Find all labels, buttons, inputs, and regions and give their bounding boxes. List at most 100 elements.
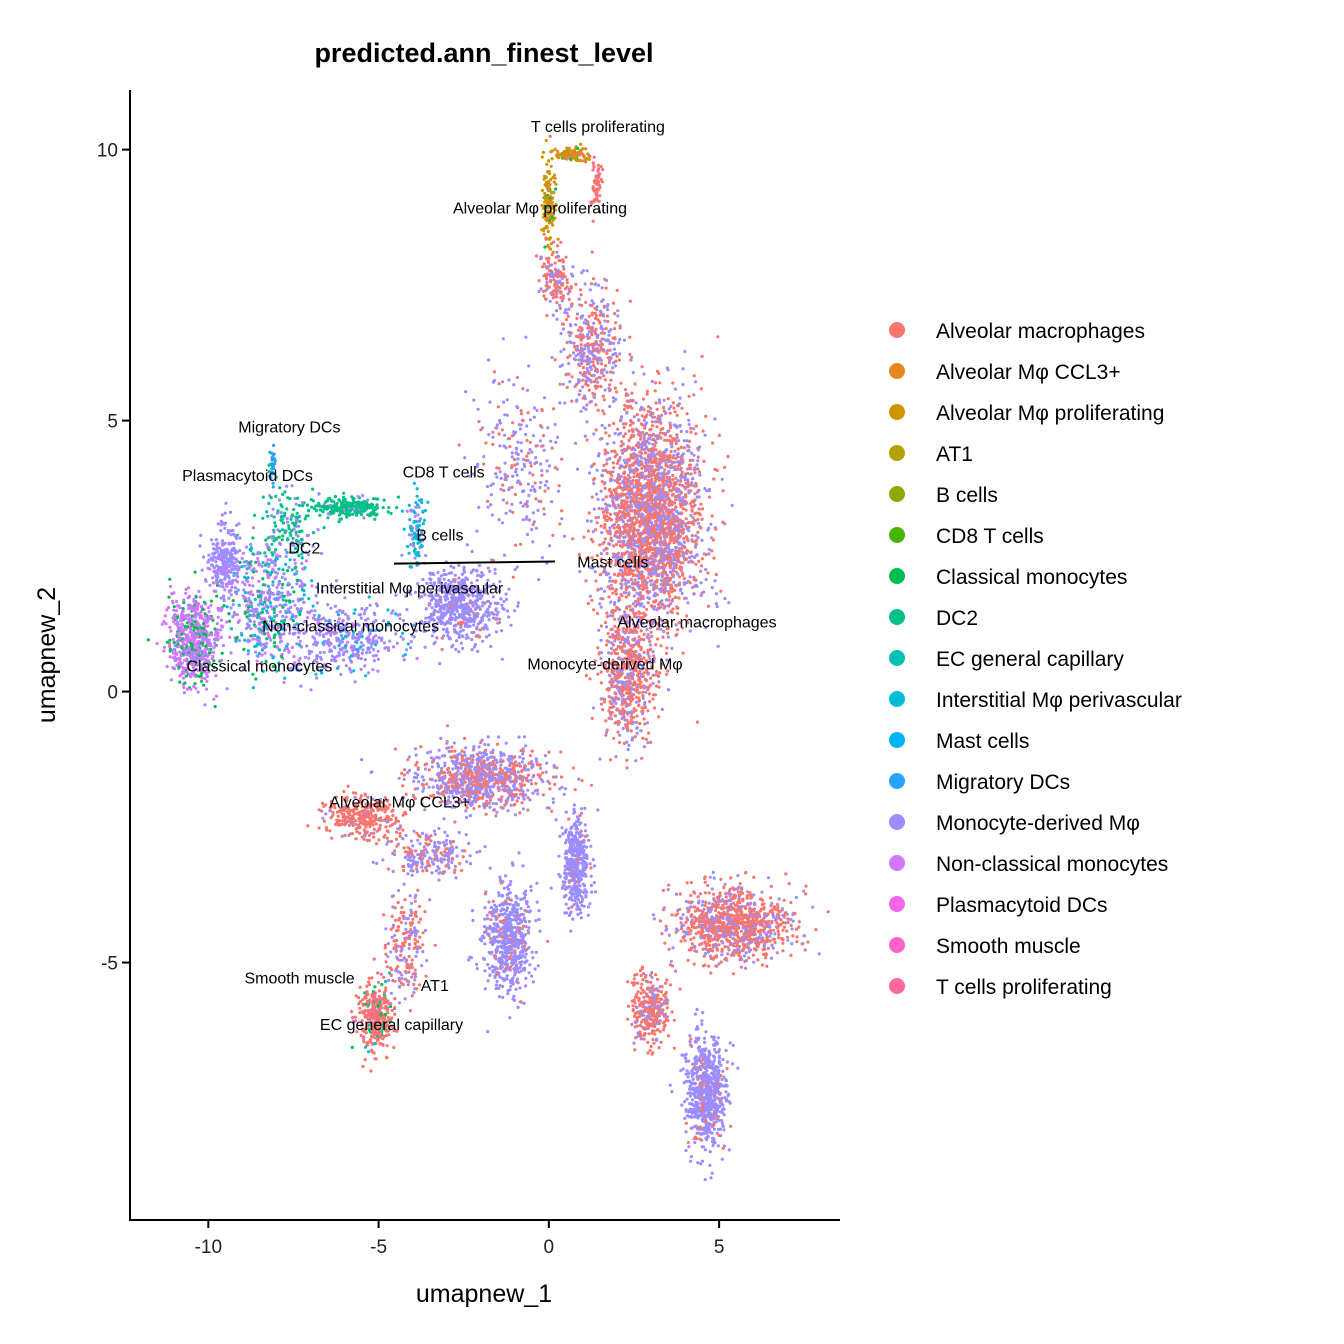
point: [296, 543, 300, 547]
point: [203, 578, 208, 582]
point: [521, 518, 525, 522]
point: [602, 700, 607, 704]
point: [599, 552, 604, 556]
point: [444, 572, 448, 577]
point: [379, 818, 383, 823]
point: [362, 516, 366, 520]
point: [698, 1137, 702, 1141]
point: [553, 267, 558, 271]
point: [715, 468, 719, 472]
point: [437, 878, 441, 882]
point: [721, 1057, 725, 1062]
point: [671, 456, 675, 460]
point: [597, 628, 601, 632]
point: [692, 427, 696, 431]
point: [684, 517, 688, 521]
point: [477, 419, 481, 424]
point: [527, 946, 531, 950]
point: [611, 614, 615, 618]
point: [519, 449, 524, 453]
point: [637, 1015, 642, 1019]
point: [688, 1034, 692, 1038]
point: [648, 639, 652, 644]
point: [616, 314, 620, 318]
point: [589, 399, 594, 403]
point: [213, 627, 217, 631]
point: [645, 668, 649, 672]
point: [487, 432, 491, 437]
point: [315, 676, 319, 680]
point: [369, 1069, 373, 1073]
point: [457, 650, 461, 654]
point: [229, 606, 233, 610]
point: [228, 619, 232, 623]
point: [465, 633, 469, 637]
point: [341, 637, 345, 641]
point: [706, 571, 710, 575]
point: [505, 398, 509, 402]
point: [315, 585, 319, 589]
point: [405, 648, 409, 652]
point: [797, 925, 801, 929]
point: [423, 767, 428, 771]
point: [642, 745, 647, 749]
point: [716, 1144, 720, 1148]
point: [567, 146, 571, 150]
point: [584, 673, 589, 678]
point: [493, 567, 497, 572]
point: [447, 571, 451, 575]
point: [330, 836, 334, 840]
point: [391, 869, 395, 874]
point: [554, 187, 558, 191]
point: [595, 554, 600, 558]
point: [385, 842, 389, 846]
point: [529, 884, 533, 889]
point: [242, 647, 246, 652]
point: [518, 755, 522, 759]
point: [590, 890, 594, 894]
point: [685, 412, 689, 416]
point: [666, 635, 671, 639]
point: [465, 543, 469, 547]
point: [567, 906, 571, 911]
point: [736, 1066, 740, 1070]
point: [672, 453, 676, 457]
point: [521, 807, 525, 811]
point: [407, 954, 411, 959]
point: [528, 471, 532, 475]
point: [707, 552, 711, 556]
point: [413, 747, 418, 751]
point: [634, 759, 638, 763]
point: [251, 584, 255, 588]
point: [260, 660, 264, 664]
point: [592, 155, 596, 159]
point: [561, 294, 566, 298]
point: [651, 1037, 655, 1042]
point: [517, 735, 521, 739]
point: [404, 833, 408, 838]
point: [418, 935, 422, 939]
point: [554, 309, 559, 313]
point: [648, 700, 652, 704]
point: [383, 646, 387, 650]
point: [371, 654, 376, 658]
point: [305, 644, 309, 648]
point: [409, 839, 413, 843]
point: [288, 592, 292, 597]
point: [709, 522, 713, 526]
point: [356, 655, 360, 659]
point: [490, 794, 494, 799]
point: [375, 1038, 379, 1042]
point: [682, 544, 686, 549]
point: [249, 627, 253, 631]
point: [714, 572, 718, 577]
point: [251, 526, 256, 530]
point: [658, 1019, 662, 1023]
point: [292, 527, 296, 531]
point: [491, 482, 495, 486]
point: [688, 1087, 692, 1091]
point: [539, 287, 543, 291]
point: [522, 797, 526, 801]
point: [604, 286, 608, 290]
point: [487, 604, 491, 609]
